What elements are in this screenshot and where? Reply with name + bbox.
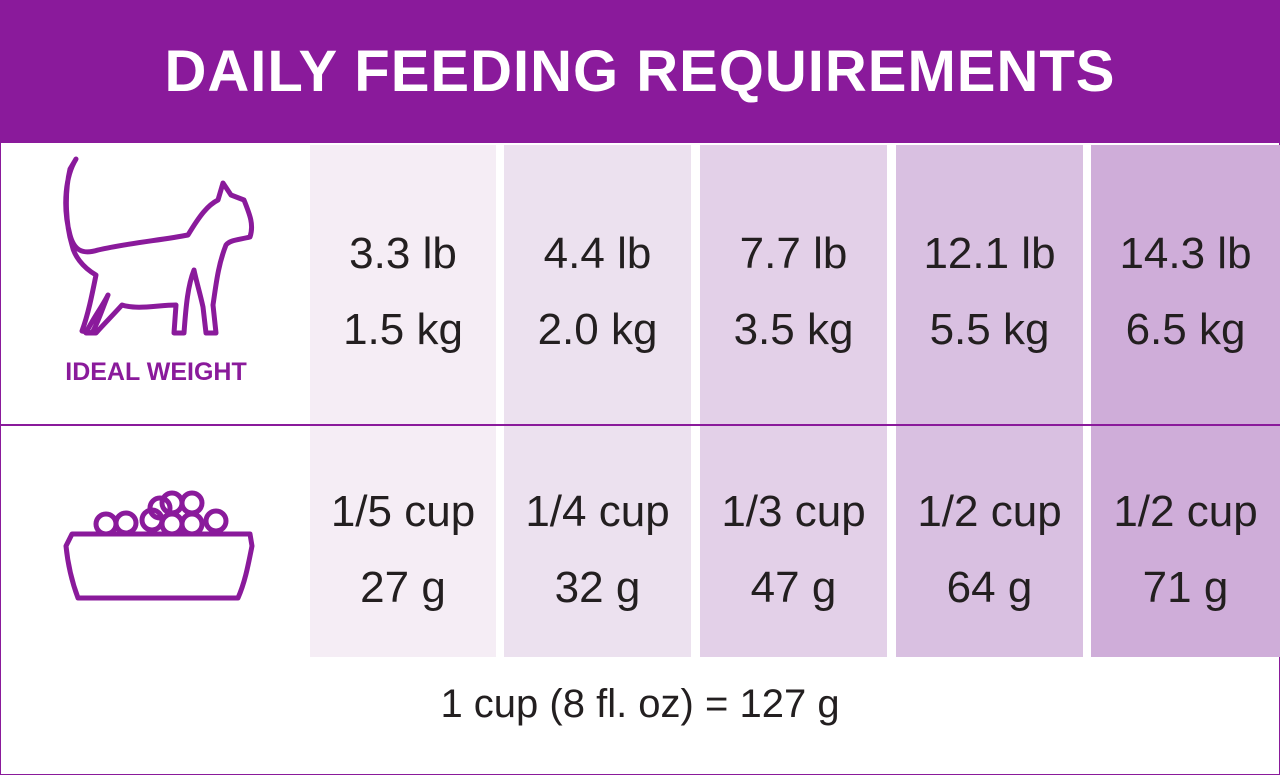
column-3: 7.7 lb 3.5 kg 1/3 cup 47 g <box>700 145 887 657</box>
page-title: DAILY FEEDING REQUIREMENTS <box>164 39 1116 104</box>
weight-lb: 3.3 lb <box>349 229 457 278</box>
weight-lb: 4.4 lb <box>543 229 652 278</box>
weight-kg: 1.5 kg <box>343 305 463 354</box>
weight-kg: 6.5 kg <box>1125 305 1246 354</box>
portion-cups: 1/2 cup <box>917 487 1062 536</box>
ideal-weight-label: IDEAL WEIGHT <box>65 358 247 386</box>
cat-icon <box>63 156 255 336</box>
row-divider <box>0 424 1280 426</box>
portion-cups: 1/5 cup <box>330 487 476 536</box>
weight-kg: 5.5 kg <box>929 305 1050 354</box>
weight-lb: 7.7 lb <box>739 229 848 278</box>
food-bowl-icon <box>63 490 255 601</box>
portion-grams: 47 g <box>750 563 837 612</box>
column-1: 3.3 lb 1.5 kg 1/5 cup 27 g <box>310 145 496 657</box>
weight-kg: 3.5 kg <box>733 305 854 354</box>
column-4: 12.1 lb 5.5 kg 1/2 cup 64 g <box>896 145 1083 657</box>
portion-grams: 64 g <box>946 563 1033 612</box>
title-banner: DAILY FEEDING REQUIREMENTS <box>0 0 1280 143</box>
weight-kg: 2.0 kg <box>537 305 658 354</box>
weight-lb: 14.3 lb <box>1119 229 1252 278</box>
portion-grams: 71 g <box>1142 563 1229 612</box>
weight-lb: 12.1 lb <box>923 229 1056 278</box>
portion-cups: 1/4 cup <box>525 487 670 536</box>
portion-grams: 32 g <box>554 563 641 612</box>
column-5: 14.3 lb 6.5 kg 1/2 cup 71 g <box>1091 145 1280 657</box>
cup-conversion-note: 1 cup (8 fl. oz) = 127 g <box>440 682 840 726</box>
portion-cups: 1/3 cup <box>721 487 866 536</box>
portion-cups: 1/2 cup <box>1113 487 1258 536</box>
portion-grams: 27 g <box>360 563 446 612</box>
column-2: 4.4 lb 2.0 kg 1/4 cup 32 g <box>504 145 691 657</box>
